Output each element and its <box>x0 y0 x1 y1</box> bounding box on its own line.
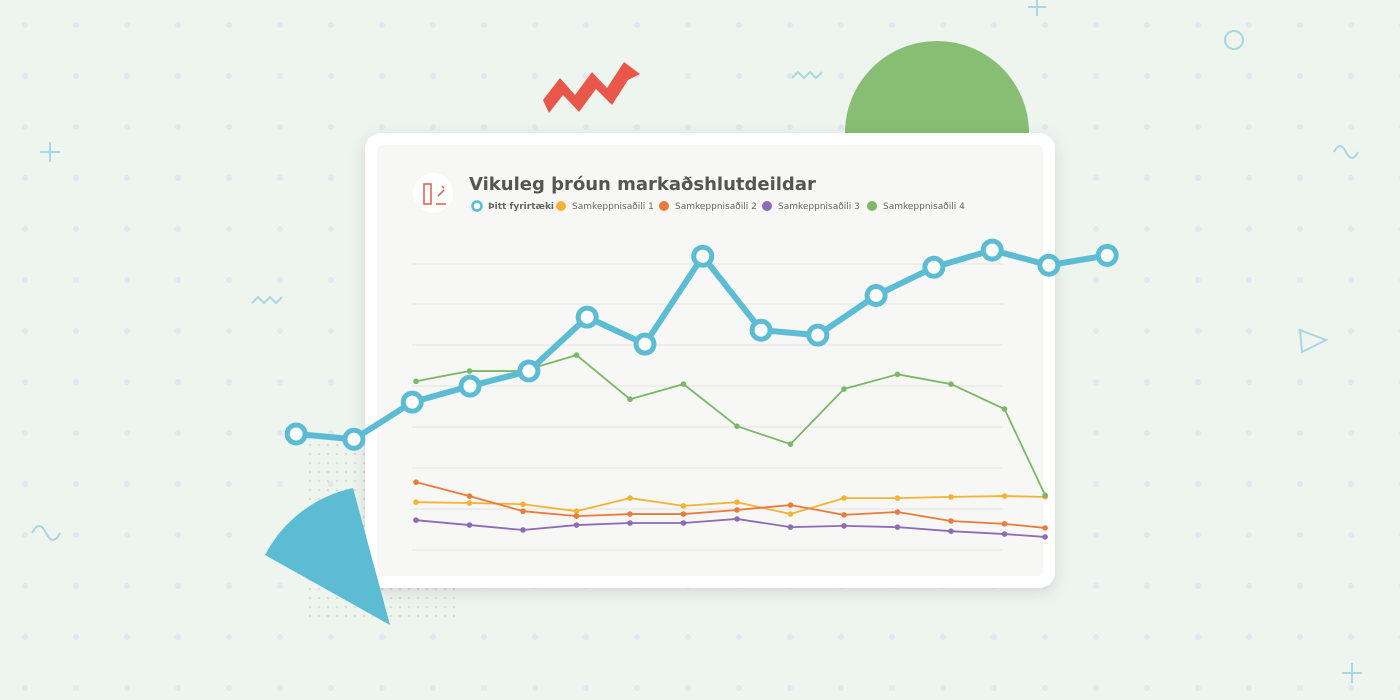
point <box>680 520 687 526</box>
legend-label: Samkeppnisaðili 4 <box>883 202 965 212</box>
decor <box>31 0 1362 683</box>
point <box>458 374 482 398</box>
point <box>948 381 954 387</box>
point <box>1037 253 1061 277</box>
point <box>573 522 580 528</box>
point <box>787 511 794 517</box>
point <box>342 427 366 451</box>
icon <box>423 183 446 205</box>
point <box>680 381 687 387</box>
point <box>1042 525 1048 531</box>
point <box>680 503 687 509</box>
blue-wedge <box>265 488 390 625</box>
point <box>633 332 657 356</box>
point <box>466 500 473 506</box>
point <box>466 522 473 528</box>
point <box>520 527 526 533</box>
point <box>1001 493 1008 499</box>
point <box>400 390 424 414</box>
point <box>841 386 847 392</box>
point <box>413 517 419 523</box>
point <box>841 512 847 518</box>
point <box>466 493 473 499</box>
point <box>894 495 901 501</box>
point <box>948 494 954 500</box>
point <box>787 502 794 508</box>
point <box>922 255 946 279</box>
point <box>517 359 541 383</box>
point <box>413 479 419 485</box>
point <box>734 423 740 430</box>
legend-label: Samkeppnisaðili 1 <box>572 202 654 212</box>
legend-swatch <box>762 201 772 211</box>
point <box>841 523 847 529</box>
point <box>627 396 633 403</box>
legend-swatch <box>867 201 877 211</box>
point <box>413 499 419 505</box>
point <box>573 508 580 514</box>
point <box>980 238 1004 262</box>
point <box>627 511 633 517</box>
point <box>864 283 888 307</box>
point <box>627 520 633 526</box>
point <box>787 441 794 447</box>
point <box>691 244 715 268</box>
point <box>1042 534 1048 540</box>
legend-label: Samkeppnisaðili 3 <box>778 202 860 212</box>
point <box>573 513 580 519</box>
point <box>284 422 308 446</box>
legend-swatch <box>556 201 566 211</box>
point <box>573 352 580 358</box>
point <box>627 495 633 501</box>
red-zigzag <box>543 62 640 113</box>
point <box>520 501 526 508</box>
point <box>1001 521 1008 527</box>
legend-swatch <box>471 200 483 212</box>
point <box>1042 492 1048 499</box>
icon-badge <box>413 173 453 213</box>
chart-title: Vikuleg þróun markaðshlutdeildar <box>469 174 816 195</box>
point <box>413 378 419 385</box>
point <box>575 305 599 329</box>
point <box>806 323 830 347</box>
point <box>1001 531 1008 537</box>
point <box>734 499 740 505</box>
legend-label: Samkeppnisaðili 2 <box>675 202 757 212</box>
legend-label: Þitt fyrirtæki <box>488 202 554 212</box>
point <box>1095 243 1119 267</box>
point <box>734 516 740 522</box>
point <box>894 371 901 378</box>
legend-swatch <box>659 201 669 211</box>
green-semicircle <box>845 41 1029 133</box>
point <box>948 518 954 524</box>
point <box>948 528 954 535</box>
point <box>841 495 847 501</box>
point <box>894 509 901 515</box>
point <box>894 524 901 530</box>
point <box>749 318 773 342</box>
point <box>1001 406 1008 412</box>
point <box>466 368 473 374</box>
point <box>520 508 526 514</box>
point <box>680 511 687 517</box>
point <box>734 507 740 513</box>
point <box>787 524 794 530</box>
